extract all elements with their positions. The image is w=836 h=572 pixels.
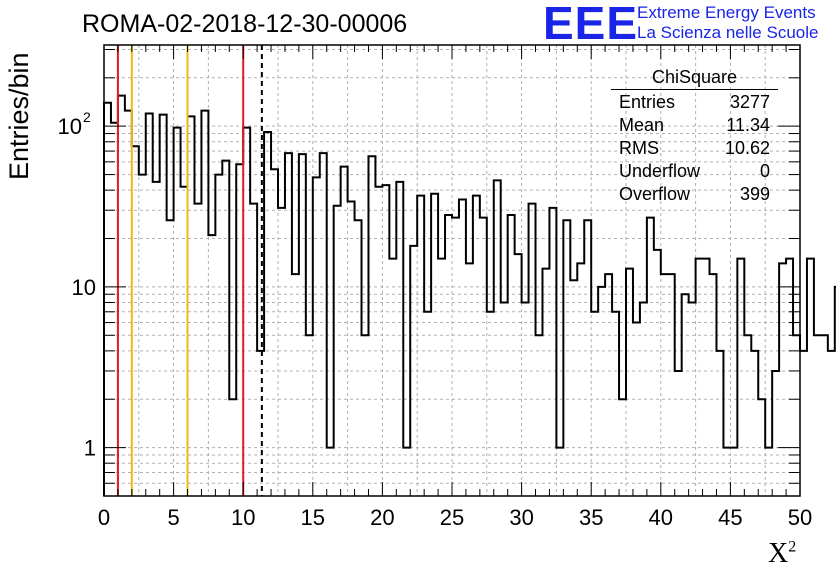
x-tick-label: 20: [370, 505, 394, 530]
stats-row: Entries 3277: [611, 91, 778, 114]
y-tick-label: 10: [58, 114, 82, 139]
y-tick-label-superscript: 2: [83, 109, 91, 125]
x-tick-label: 30: [509, 505, 533, 530]
x-tick-label: 0: [98, 505, 110, 530]
stats-row: Mean 11.34: [611, 114, 778, 137]
eee-logo-line2: La Scienza nelle Scuole: [637, 23, 819, 42]
y-axis-label: Entries/bin: [4, 52, 34, 180]
stats-value: 10.62: [724, 138, 770, 158]
x-tick-label: 40: [649, 505, 673, 530]
stats-label: RMS: [619, 138, 659, 158]
x-axis-label-superscript: 2: [788, 538, 797, 556]
stats-box: ChiSquare Entries 3277 Mean 11.34 RMS 10.62…: [611, 67, 778, 206]
stats-row: RMS 10.62: [611, 137, 778, 160]
x-tick-label: 50: [788, 505, 812, 530]
stats-label: Underflow: [619, 161, 701, 181]
stats-label: Mean: [619, 115, 665, 135]
x-tick-label: 5: [167, 505, 179, 530]
stats-value: 3277: [729, 92, 770, 112]
x-tick-label: 45: [718, 505, 742, 530]
chart-title: ROMA-02-2018-12-30-00006: [82, 10, 408, 38]
stats-label: Overflow: [619, 184, 691, 204]
x-axis-label: X2: [768, 538, 796, 570]
histogram-series: [103, 94, 836, 496]
x-tick-label: 35: [579, 505, 603, 530]
stats-row: Underflow 0: [611, 160, 778, 183]
stats-value: 0: [759, 161, 770, 181]
x-tick-label: 15: [301, 505, 325, 530]
stats-value: 399: [739, 184, 770, 204]
stats-label: Entries: [619, 92, 676, 112]
y-tick-label: 1: [84, 436, 96, 461]
eee-logo: EEE: [543, 0, 639, 49]
y-tick-label: 10: [72, 275, 96, 300]
stats-value: 11.34: [726, 115, 770, 135]
x-tick-label: 25: [440, 505, 464, 530]
x-tick-label: 10: [231, 505, 255, 530]
stats-row: Overflow 399: [611, 183, 778, 206]
x-axis-label-text: X: [768, 538, 789, 569]
stats-title: ChiSquare: [611, 67, 778, 90]
eee-logo-line1: Extreme Energy Events: [637, 3, 816, 22]
